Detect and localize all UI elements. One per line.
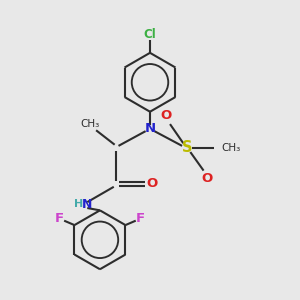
- Text: O: O: [146, 177, 158, 190]
- Text: O: O: [202, 172, 213, 185]
- Text: O: O: [160, 109, 172, 122]
- Text: S: S: [182, 140, 192, 155]
- Text: Cl: Cl: [144, 28, 156, 41]
- Text: CH₃: CH₃: [81, 119, 100, 129]
- Text: F: F: [55, 212, 64, 225]
- Text: H: H: [74, 200, 83, 209]
- Text: N: N: [82, 198, 92, 211]
- Text: N: N: [144, 122, 156, 135]
- Text: F: F: [136, 212, 145, 225]
- Text: CH₃: CH₃: [221, 142, 241, 153]
